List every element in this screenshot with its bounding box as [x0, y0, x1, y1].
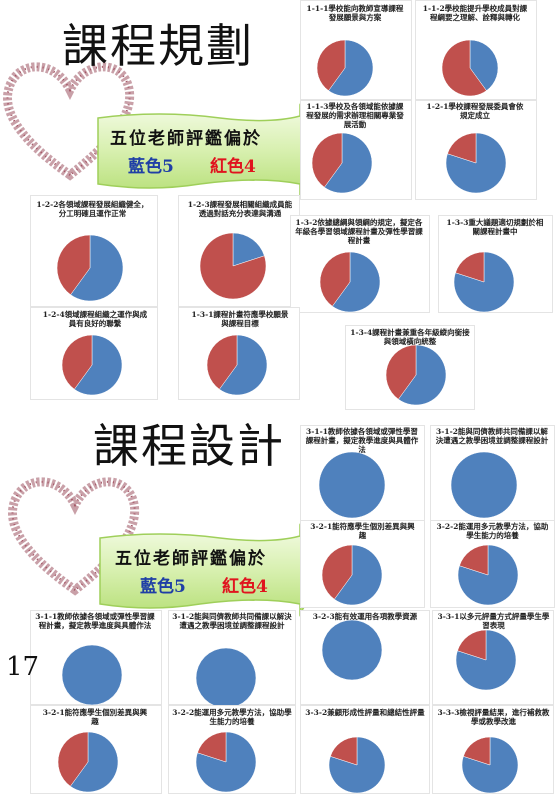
section-title: 課程規劃: [62, 19, 254, 73]
pie-label: 1-3-3重大議題適切規劃於相關課程計畫中: [446, 218, 544, 236]
heart-wreath: [8, 477, 140, 596]
banner-text: 五位老師評鑑偏於: [115, 549, 267, 569]
pie-label: 1-2-4領域課程組織之運作與成員有良好的聯繫: [42, 310, 148, 328]
pie-label: 3-3-3檢視評量結果，進行補救教學或教學改進: [437, 708, 550, 726]
banner-arrow: [97, 103, 326, 197]
pie-label: 3-1-1教師依據各領域或彈性學習課程計畫，擬定教學進度與具體作法: [35, 612, 155, 630]
pie-label: 1-2-1學校課程發展委員會依規定成立: [426, 102, 524, 120]
pie-label: 3-1-2能與同儕教師共同備課以解決遭遇之教學困境並調整課程設計: [435, 427, 549, 445]
pie-label: 1-2-2各領域課程發展組織健全，分工明確且運作正常: [36, 200, 149, 218]
pie-label: 3-2-1能符應學生個別差異與興趣: [42, 708, 148, 726]
banner-arrow: [99, 523, 326, 617]
pie-label: 3-2-3能有效運用各項教學資源: [312, 612, 418, 621]
pie-label: 1-1-2學校能提升學校成員對課程綱要之理解、詮釋與轉化: [422, 4, 528, 22]
heart-wreath: [3, 62, 135, 181]
page-number: 17: [6, 652, 40, 682]
pie-label: 3-3-1以多元評量方式評量學生學習表現: [437, 612, 550, 630]
pie-label: 1-3-1課程計畫符應學校願景與課程目標: [191, 310, 289, 328]
pie-label: 3-2-2能運用多元教學方法，協助學生能力的培養: [436, 522, 549, 540]
pie-label: 1-2-3課程發展相關組織成員能透過對話充分表達與溝通: [187, 200, 293, 218]
pie-label: 3-3-2兼顧形成性評量和總結性評量: [305, 708, 425, 717]
pie-label: 3-1-1教師依據各領域或彈性學習課程計畫，擬定教學進度與具體作法: [305, 427, 419, 454]
pie-label: 3-2-2能運用多元教學方法，協助學生能力的培養: [172, 708, 292, 726]
pie-label: 1-3-2依據總綱與領綱的規定，擬定各年級各學習領域課程計畫及彈性學習課程計畫: [295, 218, 423, 245]
section-title: 課程設計: [93, 419, 285, 473]
pie-label: 1-1-1學校能向教師宣導課程發展願景與方案: [306, 4, 404, 22]
pie-label: 3-2-1能符應學生個別差異與興趣: [310, 522, 415, 540]
banner-blue: 藍色5: [128, 157, 174, 177]
chart-frame: [300, 610, 430, 705]
pie-label: 3-1-2能與同儕教師共同備課以解決遭遇之教學困境並調整課程設計: [172, 612, 292, 630]
pie-label: 1-1-3學校及各領域能依據課程發展的需求辦理相關專業發展活動: [306, 102, 404, 129]
banner-blue: 藍色5: [140, 577, 186, 597]
chart-frame: [300, 705, 430, 794]
banner-red: 紅色4: [210, 157, 256, 177]
banner-red: 紅色4: [222, 577, 268, 597]
pie-label: 1-3-4課程計畫兼重各年級縱向銜接與領域橫向統整: [350, 328, 470, 346]
banner-text: 五位老師評鑑偏於: [110, 129, 262, 149]
